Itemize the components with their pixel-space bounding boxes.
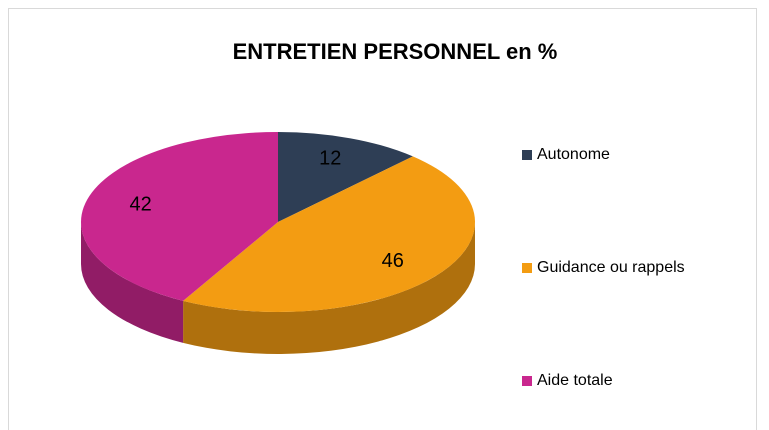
data-label: 42	[129, 193, 151, 215]
pie-slice	[80, 132, 278, 301]
pie-slice-side	[81, 222, 184, 343]
legend-label: Guidance ou rappels	[537, 259, 685, 276]
pie-slice	[278, 132, 413, 222]
legend-swatch	[522, 150, 532, 160]
legend-swatch	[522, 263, 532, 273]
legend-swatch	[522, 376, 532, 386]
data-label: 12	[319, 148, 341, 170]
legend-label: Autonome	[537, 146, 610, 163]
pie-slice-side	[183, 222, 475, 354]
data-label: 46	[382, 250, 404, 272]
chart-title: ENTRETIEN PERSONNEL en %	[233, 39, 558, 64]
pie-slice	[183, 156, 476, 313]
legend-label: Aide totale	[537, 372, 613, 389]
